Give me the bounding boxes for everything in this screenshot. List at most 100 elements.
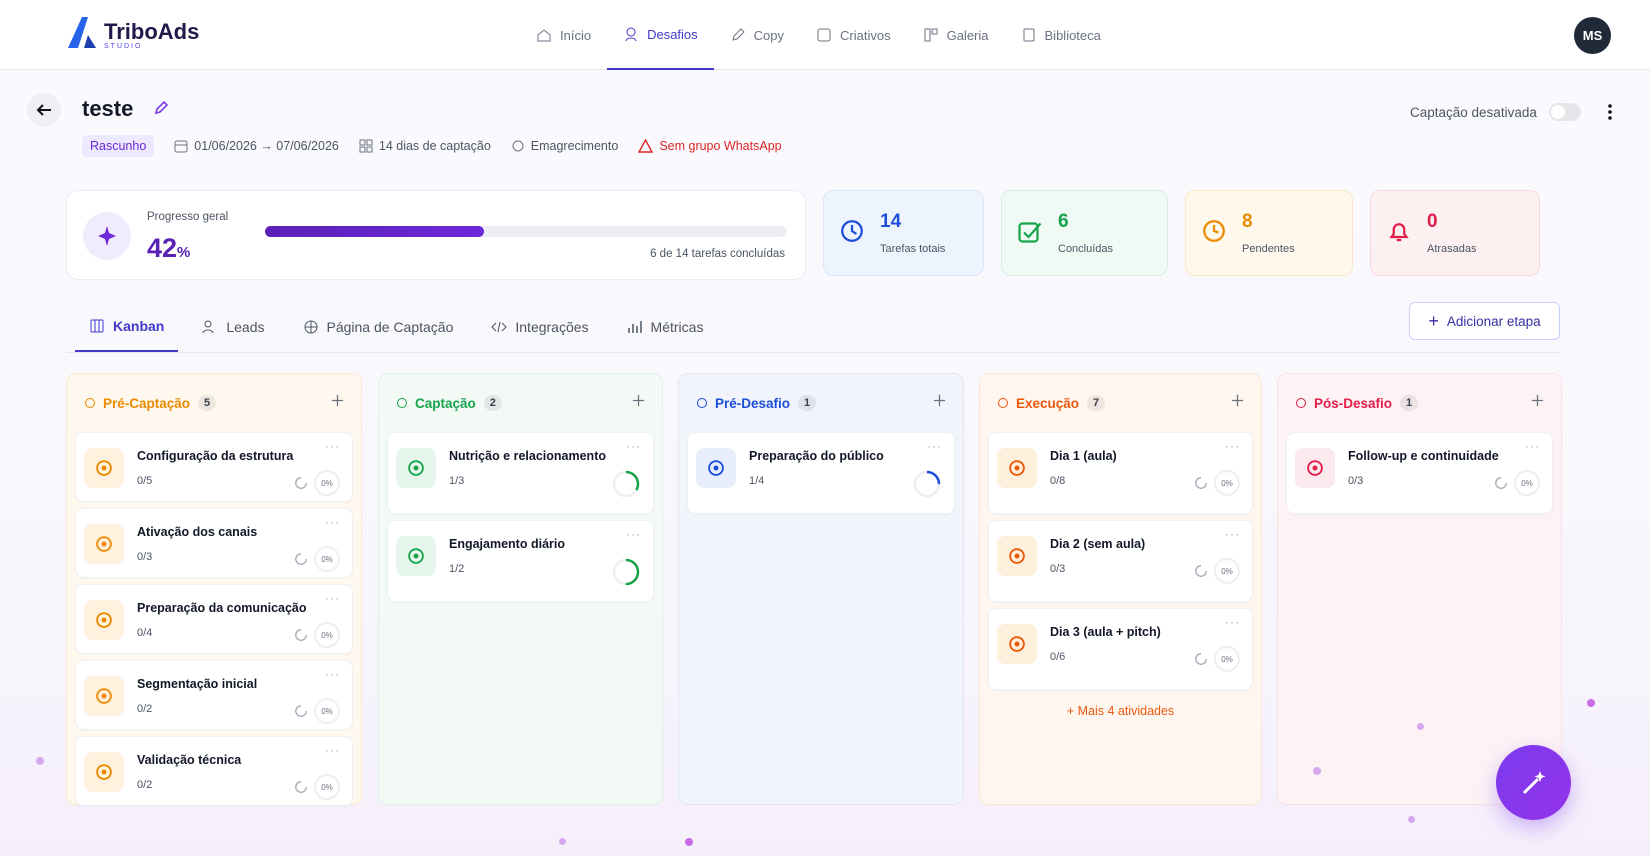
nav-item[interactable]: Desafios [607,0,714,70]
warning: Sem grupo WhatsApp [659,139,782,153]
add-card[interactable] [1530,391,1545,414]
icon [1023,28,1035,42]
card-icon [84,600,124,640]
card-list: Nutrição e relacionamento 1/3 ··· Engajamen… [387,432,654,602]
add-card[interactable] [631,391,646,414]
nav-label: Galeria [946,27,989,43]
switch[interactable] [1548,103,1581,121]
tab[interactable]: Kanban [75,302,179,352]
task-card[interactable]: Validação técnica 0/2 ··· 0% [75,736,353,806]
icon [1195,477,1207,489]
progress-track [265,226,787,237]
progress-summary: 6 de 14 tarefas concluídas [650,248,785,260]
card-progress: 0/2 [137,703,153,715]
card-menu[interactable]: ··· [325,515,340,529]
capture-toggle[interactable]: Captação desativada [1410,103,1613,121]
card-progress: 0/3 [137,551,153,563]
task-card[interactable]: Dia 2 (sem aula) 0/3 ··· 0% [988,520,1253,602]
column-header: Captação 2 [387,374,654,432]
more-menu[interactable] [1607,103,1613,121]
card-menu[interactable]: ··· [325,439,340,453]
task-card[interactable]: Configuração da estrutura 0/5 ··· 0% [75,432,353,502]
tab[interactable]: Leads [188,302,278,352]
card-icon [84,448,124,488]
stat-value: 6 [1058,211,1069,232]
icon [1531,394,1544,407]
card-menu[interactable]: ··· [1225,439,1240,453]
tab[interactable]: Métricas [613,302,718,352]
progress-label: Progresso geral [147,211,229,223]
logo[interactable]: TriboAds STUDIO [66,15,199,50]
task-card[interactable]: Follow-up e continuidade 0/3 ··· 0% [1286,432,1553,514]
stat-label: Pendentes [1242,243,1295,255]
column-header: Pós-Desafio 1 [1286,374,1553,432]
icon [1195,653,1207,665]
ai-button[interactable] [1496,745,1571,820]
card-menu[interactable]: ··· [927,439,942,453]
kanban-column: Captação 2 Nutrição e relacionamento 1/3 ···… [378,373,663,805]
add-card[interactable] [932,391,947,414]
kanban-column: Pré-Desafio 1 Preparação do público 1/4 ··· [678,373,964,805]
card-progress: 0/5 [137,475,153,487]
tab-label: Página de Captação [326,319,454,335]
task-card[interactable]: Dia 3 (aula + pitch) 0/6 ··· 0% [988,608,1253,690]
add-card[interactable] [330,391,345,414]
loading-icon [1194,476,1208,495]
card-menu[interactable]: ··· [626,439,641,453]
card-percent: 0% [314,546,340,572]
kanban-column: Pós-Desafio 1 Follow-up e continuidade 0/3 ·… [1277,373,1562,805]
nav-item[interactable]: Biblioteca [1005,0,1117,70]
card-menu[interactable]: ··· [325,667,340,681]
card-menu[interactable]: ··· [1225,527,1240,541]
card-menu[interactable]: ··· [1525,439,1540,453]
nav-item[interactable]: Copy [714,0,800,70]
status-dot [697,398,707,408]
task-card[interactable]: Dia 1 (aula) 0/8 ··· 0% [988,432,1253,514]
icon [96,612,112,628]
status-dot [998,398,1008,408]
card-icon [696,448,736,488]
loading-icon [1194,652,1208,671]
card-menu[interactable]: ··· [626,527,641,541]
add-stage-button[interactable]: + Adicionar etapa [1409,302,1560,340]
card-title: Follow-up e continuidade [1348,449,1499,463]
task-card[interactable]: Preparação da comunicação 0/4 ··· 0% [75,584,353,654]
card-title: Preparação da comunicação [137,601,307,615]
card-list: Configuração da estrutura 0/5 ··· 0% Ativaçã… [75,432,353,806]
icon [295,477,307,489]
progress-ring [912,469,942,504]
card-icon [1295,448,1335,488]
avatar[interactable]: MS [1574,17,1611,54]
card-progress: 0/6 [1050,651,1066,663]
stat-value: 8 [1242,211,1253,232]
card-menu[interactable]: ··· [325,591,340,605]
card-menu[interactable]: ··· [1225,615,1240,629]
icon [1307,460,1323,476]
more-activities[interactable]: + Mais 4 atividades [1066,704,1175,718]
tab[interactable]: Integrações [477,302,602,352]
task-card[interactable]: Segmentação inicial 0/2 ··· 0% [75,660,353,730]
task-card[interactable]: Engajamento diário 1/2 ··· [387,520,654,602]
tab[interactable]: Página de Captação [289,302,468,352]
nav-item[interactable]: Galeria [907,0,1005,70]
icon [1009,636,1025,652]
edit-icon[interactable] [153,100,169,116]
stat-card: 0 Atrasadas [1370,190,1540,276]
card-menu[interactable]: ··· [325,743,340,757]
title-text: teste [82,96,134,121]
nav-item[interactable]: Criativos [800,0,907,70]
task-card[interactable]: Preparação do público 1/4 ··· [687,432,955,514]
icon [295,705,307,717]
add-card[interactable] [1230,391,1245,414]
tab-divider [66,352,1560,353]
nav-label: Desafios [647,26,698,42]
task-card[interactable]: Ativação dos canais 0/3 ··· 0% [75,508,353,578]
icon [1203,220,1225,242]
nav-label: Criativos [840,27,891,43]
icon [632,394,645,407]
nav-item[interactable]: Início [520,0,607,70]
task-card[interactable]: Nutrição e relacionamento 1/3 ··· [387,432,654,514]
stat-icon [1387,219,1411,248]
column-name: Pós-Desafio [1314,395,1393,411]
back-button[interactable] [27,93,61,127]
